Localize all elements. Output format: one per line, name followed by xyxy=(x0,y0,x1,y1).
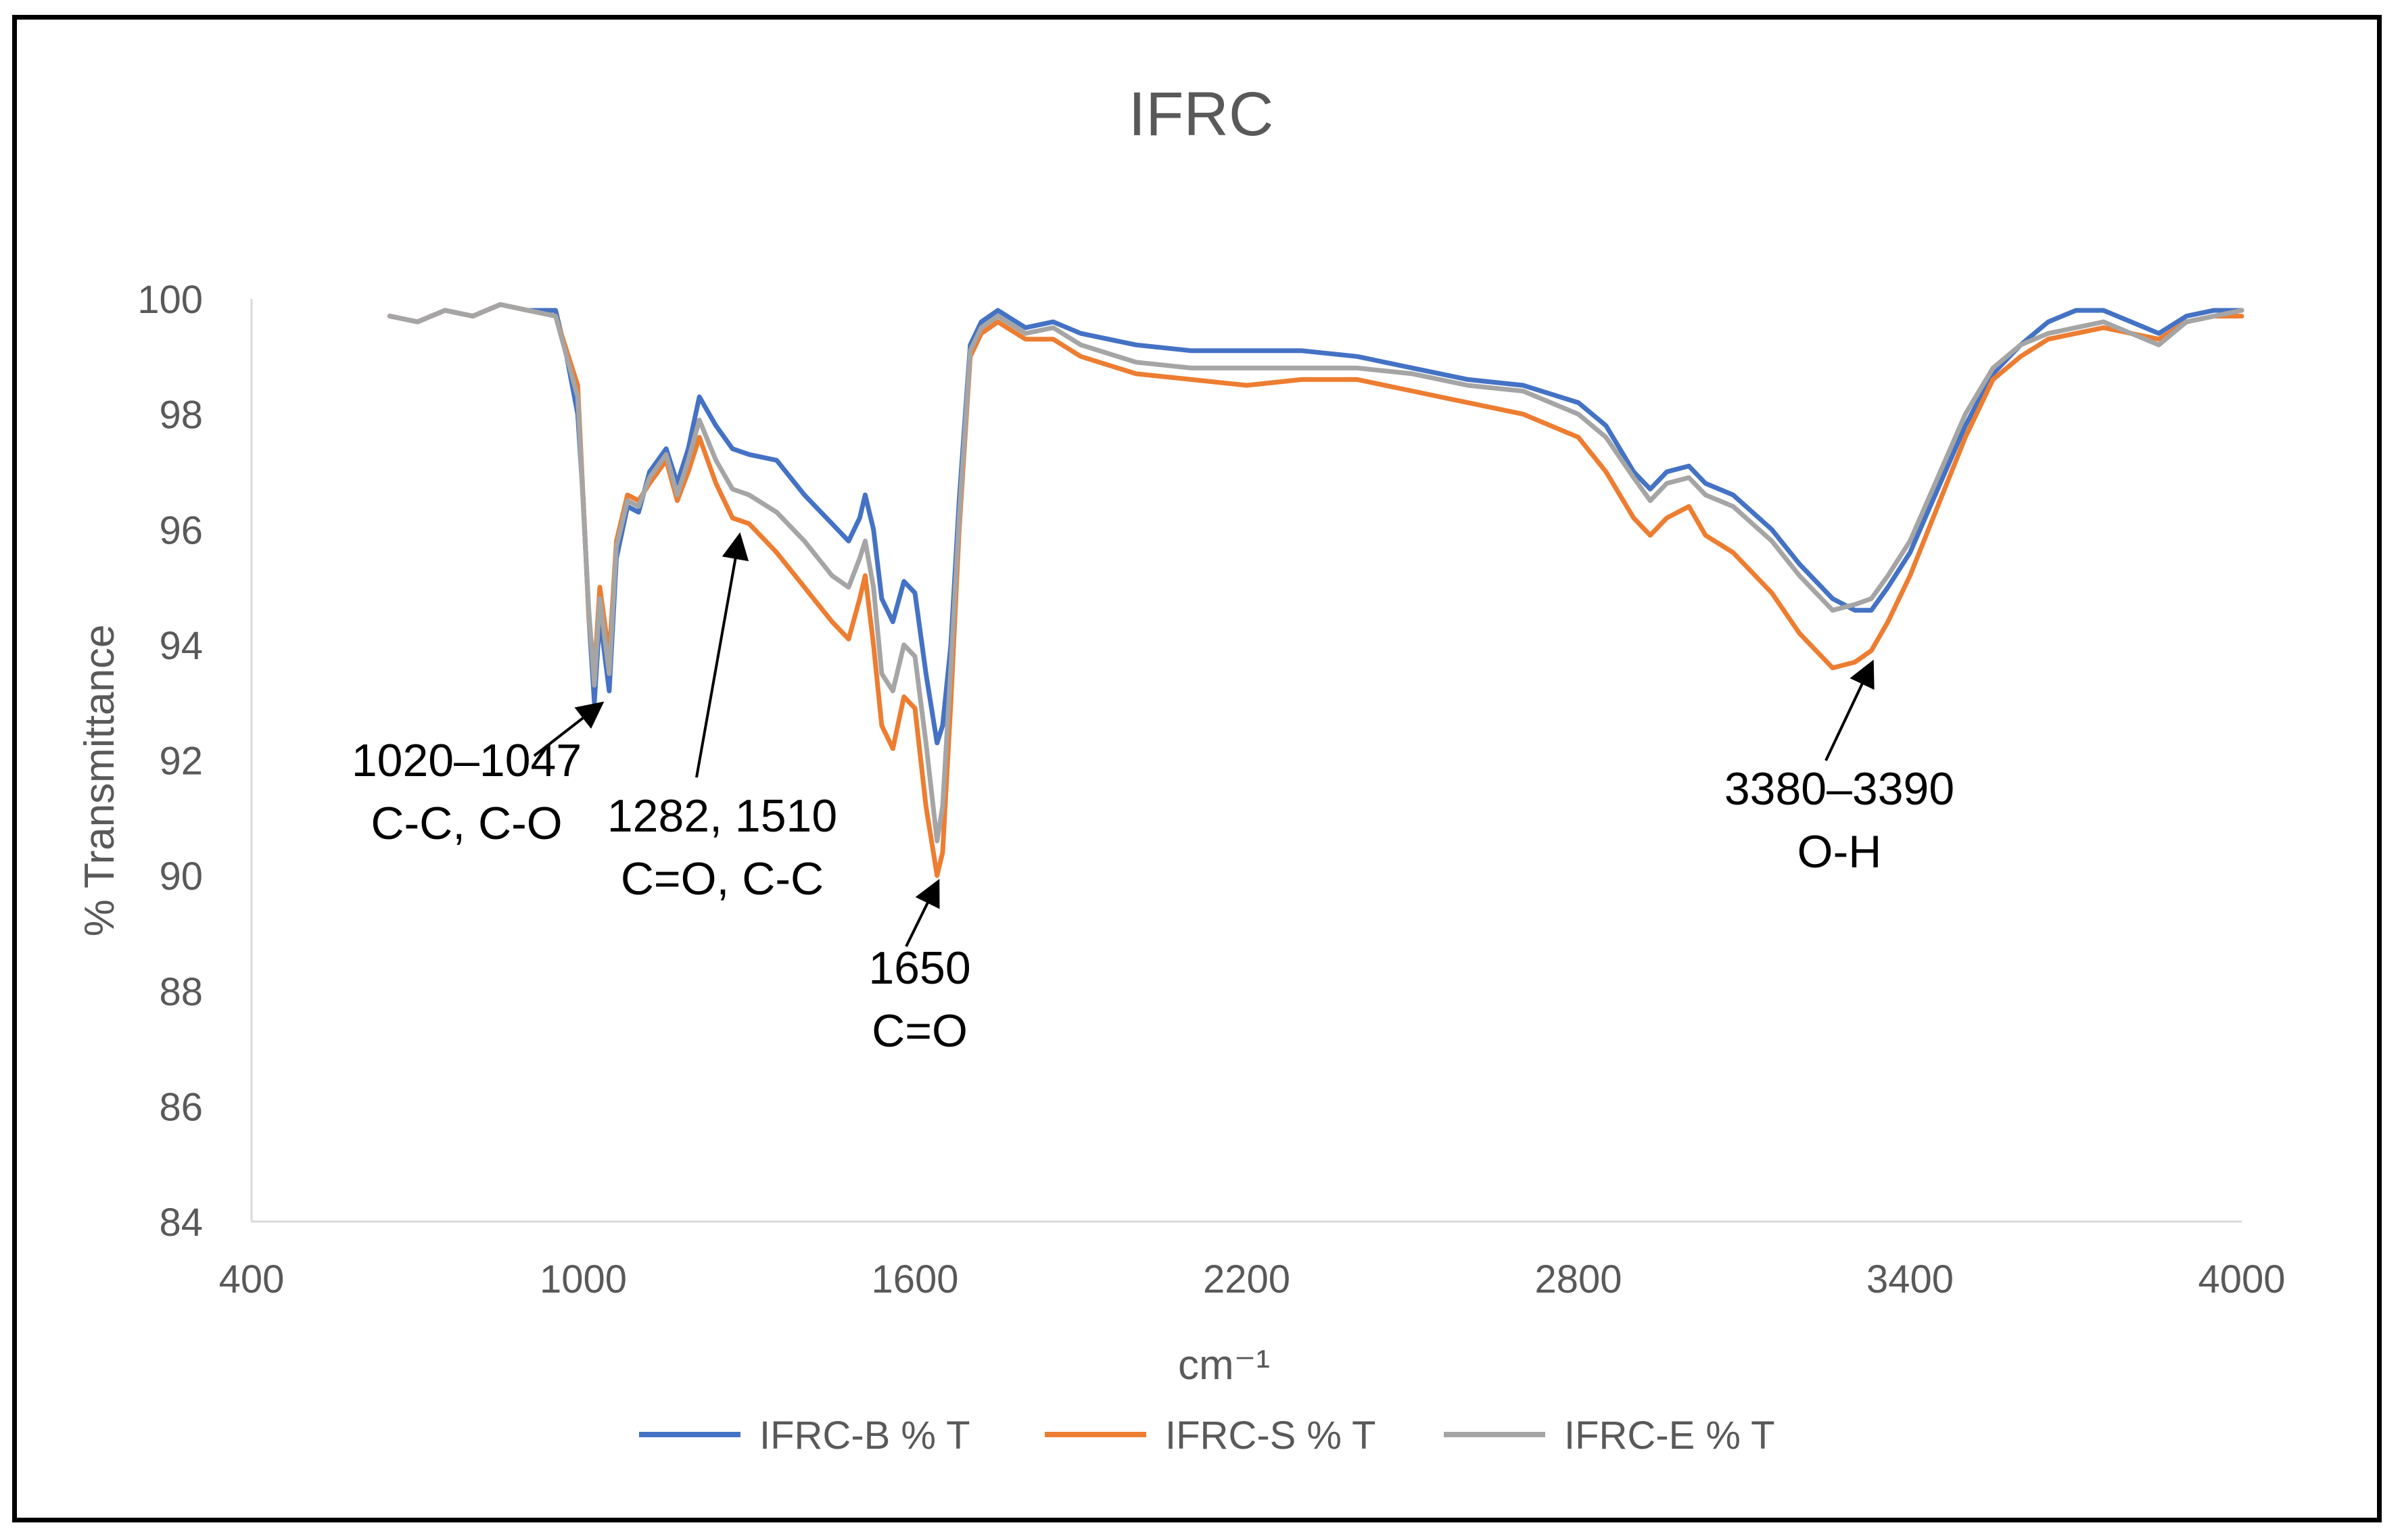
x-tick-label: 1000 xyxy=(540,1257,627,1301)
y-tick-label: 86 xyxy=(159,1085,203,1129)
x-tick-label: 3400 xyxy=(1866,1257,1954,1301)
annotation-label: 1282, 1510 xyxy=(607,790,837,842)
y-tick-label: 88 xyxy=(159,970,203,1014)
annotation-label: C=O xyxy=(872,1005,968,1057)
y-tick-label: 96 xyxy=(159,508,203,552)
x-tick-label: 4000 xyxy=(2198,1257,2285,1301)
y-tick-label: 94 xyxy=(159,624,203,668)
x-tick-label: 400 xyxy=(219,1257,285,1301)
annotation-arrow xyxy=(905,878,940,947)
series-layer xyxy=(387,302,2244,878)
annotation-arrow xyxy=(695,532,749,778)
annotation-label: C=O, C-C xyxy=(621,853,824,905)
annotation-label: 1020–1047 xyxy=(352,735,582,786)
annotation-label: C-C, C-O xyxy=(371,798,562,849)
x-tick-label: 1600 xyxy=(871,1257,958,1301)
y-tick-label: 100 xyxy=(137,278,203,322)
y-tick-label: 98 xyxy=(159,393,203,437)
annotation-layer: 1020–1047 C-C, C-O 1282, 1510 C=O, C-C 1650 C… xyxy=(352,532,1954,1057)
annotation-arrow xyxy=(1824,659,1875,761)
legend-label: IFRC-B % T xyxy=(759,1414,970,1458)
x-tick-label: 2800 xyxy=(1534,1257,1622,1301)
y-axis-title: % Transmittance xyxy=(76,625,123,937)
y-tick-label: 92 xyxy=(159,740,203,784)
annotation-label: 3380–3390 xyxy=(1724,763,1954,815)
legend: IFRC-B % T IFRC-S % T IFRC-E % T xyxy=(639,1414,1775,1458)
x-axis-title: cm⁻¹ xyxy=(1178,1342,1270,1389)
x-tick-label: 2200 xyxy=(1203,1257,1290,1301)
chart-frame xyxy=(12,15,2382,1522)
annotation-label: 1650 xyxy=(868,942,970,994)
legend-label: IFRC-E % T xyxy=(1564,1414,1775,1458)
annotation-arrow xyxy=(533,701,605,757)
y-tick-label: 84 xyxy=(159,1201,203,1245)
annotation-label: O-H xyxy=(1797,826,1882,877)
y-tick-label: 90 xyxy=(159,855,203,898)
chart-title: IFRC xyxy=(1129,80,1274,149)
legend-label: IFRC-S % T xyxy=(1165,1414,1376,1458)
axes: 84 86 88 90 92 94 96 98 100 400 1000 1600 2200 2800 34… xyxy=(137,278,2285,1301)
series-line-3 xyxy=(387,302,2244,844)
